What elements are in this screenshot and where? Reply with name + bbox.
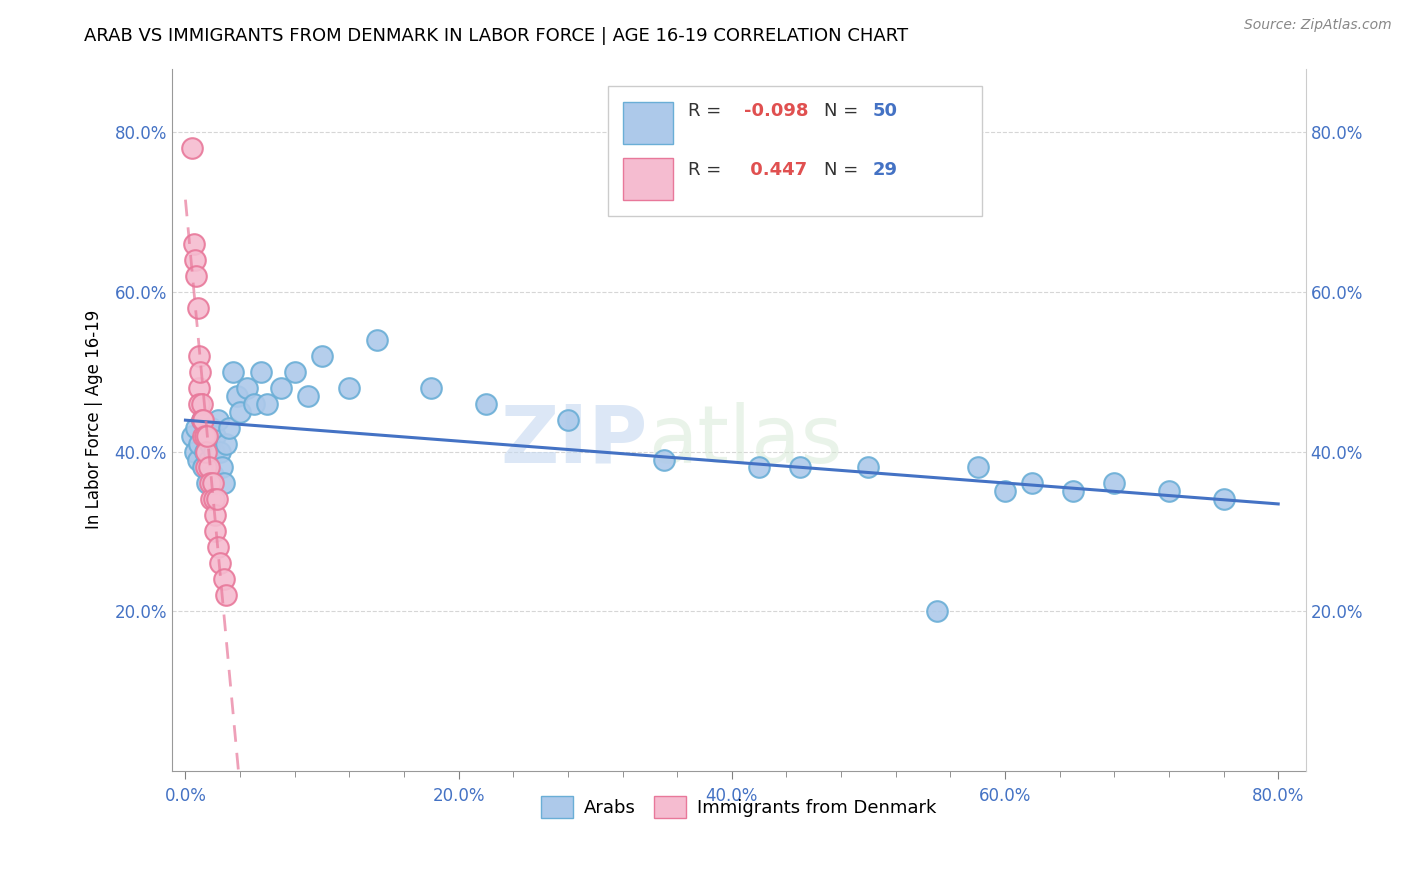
Point — [226, 389, 249, 403]
Point — [191, 397, 214, 411]
Point — [211, 460, 233, 475]
Point — [193, 444, 215, 458]
Point — [200, 492, 222, 507]
Point — [188, 381, 211, 395]
FancyBboxPatch shape — [623, 159, 673, 200]
Point — [208, 444, 231, 458]
Point — [208, 556, 231, 570]
Text: R =: R = — [688, 102, 727, 120]
Point — [195, 476, 218, 491]
Point — [242, 397, 264, 411]
Point — [249, 365, 271, 379]
Text: ZIP: ZIP — [501, 401, 648, 480]
Point — [215, 436, 238, 450]
Point — [215, 588, 238, 602]
Point — [181, 428, 204, 442]
Point — [212, 476, 235, 491]
Point — [270, 381, 292, 395]
Point — [198, 476, 221, 491]
Point — [191, 412, 214, 426]
Point — [187, 301, 209, 315]
Text: 29: 29 — [873, 161, 897, 179]
Point — [202, 492, 225, 507]
Point — [212, 572, 235, 586]
Point — [236, 381, 259, 395]
Text: 0.447: 0.447 — [744, 161, 807, 179]
Text: atlas: atlas — [648, 401, 842, 480]
Point — [194, 460, 217, 475]
Point — [222, 365, 245, 379]
Point — [218, 420, 240, 434]
Point — [193, 412, 215, 426]
Point — [187, 452, 209, 467]
Point — [311, 349, 333, 363]
Text: N =: N = — [824, 161, 863, 179]
Point — [994, 484, 1017, 499]
Point — [789, 460, 811, 475]
Point — [186, 268, 208, 283]
Point — [207, 541, 229, 555]
Point — [184, 444, 207, 458]
Text: R =: R = — [688, 161, 727, 179]
Point — [420, 381, 443, 395]
Point — [925, 604, 948, 618]
Point — [190, 365, 212, 379]
Point — [202, 444, 225, 458]
Point — [256, 397, 278, 411]
Y-axis label: In Labor Force | Age 16-19: In Labor Force | Age 16-19 — [86, 310, 103, 529]
Point — [1062, 484, 1084, 499]
Text: N =: N = — [824, 102, 863, 120]
Point — [748, 460, 770, 475]
Point — [204, 508, 226, 523]
FancyBboxPatch shape — [609, 86, 983, 216]
Point — [181, 141, 204, 155]
Point — [188, 397, 211, 411]
Text: ARAB VS IMMIGRANTS FROM DENMARK IN LABOR FORCE | AGE 16-19 CORRELATION CHART: ARAB VS IMMIGRANTS FROM DENMARK IN LABOR… — [84, 27, 908, 45]
Text: Source: ZipAtlas.com: Source: ZipAtlas.com — [1244, 18, 1392, 32]
Point — [966, 460, 988, 475]
Point — [1157, 484, 1180, 499]
Point — [475, 397, 498, 411]
Point — [200, 420, 222, 434]
Point — [1104, 476, 1126, 491]
Point — [188, 436, 211, 450]
Point — [207, 412, 229, 426]
Point — [652, 452, 675, 467]
Point — [191, 412, 214, 426]
Point — [337, 381, 360, 395]
Point — [858, 460, 880, 475]
Point — [183, 237, 205, 252]
Point — [198, 436, 221, 450]
Text: -0.098: -0.098 — [744, 102, 808, 120]
Point — [186, 420, 208, 434]
Point — [201, 476, 224, 491]
Point — [195, 428, 218, 442]
Point — [197, 452, 219, 467]
Point — [204, 524, 226, 539]
Point — [1212, 492, 1234, 507]
FancyBboxPatch shape — [623, 103, 673, 144]
Point — [205, 492, 228, 507]
Point — [204, 428, 226, 442]
Point — [557, 412, 579, 426]
Point — [366, 333, 388, 347]
Point — [193, 428, 215, 442]
Point — [194, 444, 217, 458]
Point — [188, 349, 211, 363]
Point — [1021, 476, 1043, 491]
Point — [194, 428, 217, 442]
Text: 50: 50 — [873, 102, 897, 120]
Legend: Arabs, Immigrants from Denmark: Arabs, Immigrants from Denmark — [533, 789, 943, 825]
Point — [184, 253, 207, 268]
Point — [284, 365, 307, 379]
Point — [201, 468, 224, 483]
Point — [197, 460, 219, 475]
Point — [193, 428, 215, 442]
Point — [229, 404, 252, 418]
Point — [193, 460, 215, 475]
Point — [297, 389, 319, 403]
